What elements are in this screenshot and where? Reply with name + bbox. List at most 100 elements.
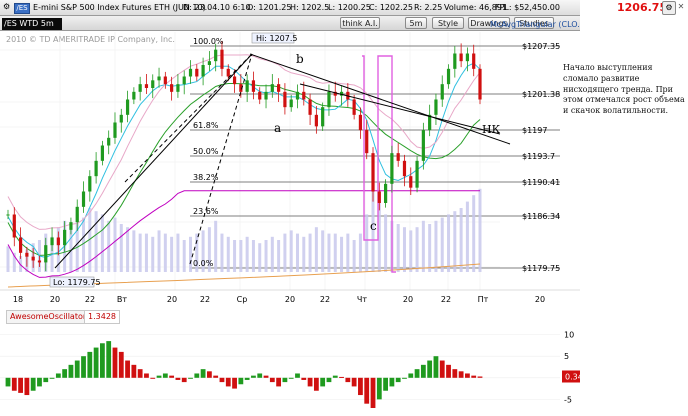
oscillator-bar [125,360,130,378]
volume-bar [270,236,274,272]
candle [308,99,312,115]
candle [415,160,419,188]
oscillator-bar [477,376,483,378]
oscillator-bar [37,377,42,387]
candle [402,160,407,177]
oscillator-bar [213,375,219,378]
candle [220,49,224,69]
awesome-oscillator-chart[interactable]: 1050-50.3428 [0,322,580,416]
symbol-selector[interactable]: /ES WTD 5m [2,18,62,30]
candle [188,68,193,77]
study-legend: McAvgTriangular (CLO... [490,20,585,29]
point-c-label: c [370,219,377,233]
oscillator-bar [131,364,137,378]
candle [302,91,306,100]
drawings-button[interactable]: Drawings [468,17,510,29]
neckline [299,83,501,135]
fib-price-label: $1190.41 [522,178,560,187]
studies-button[interactable]: Studies [514,17,554,29]
oscillator-bar [156,375,162,378]
quote-high: H: 1202.5 [290,3,330,12]
oscillator-bar [439,360,445,378]
candle [371,153,375,192]
support-line [54,53,253,269]
oscillator-bar [150,377,156,379]
volume-bar [327,233,331,272]
candle [258,91,262,100]
fib-percent-label: 23.6% [193,207,219,216]
oscillator-bar [251,375,256,378]
close-icon[interactable]: ✕ [677,2,685,11]
volume-bar [377,201,381,272]
period-button[interactable]: 5m [405,17,427,29]
volume-bar [195,233,199,272]
candle [270,84,274,92]
oscillator-bar [100,343,105,378]
oscillator-bar [458,371,464,378]
volume-bar [440,217,444,272]
price-grid [0,32,500,290]
oscillator-bar [62,369,68,378]
volume-bar [277,240,281,272]
volume-bar [371,188,375,272]
candle [358,114,363,131]
candle [75,206,79,223]
volatility-spike [362,55,396,273]
projection-line-2 [124,53,253,183]
candle [63,229,67,246]
low-label: Lo: 1179.75 [53,278,101,287]
price-chart[interactable]: Hi: 1207.5 Lo: 1179.75 a b c НК 100.0% $1… [0,32,580,308]
candle [119,114,123,123]
oscillator-bar [345,377,351,383]
oscillator-name[interactable]: AwesomeOscillator [6,310,91,324]
fib-percent-label: 50.0% [193,147,219,156]
candle [295,91,300,100]
x-axis-label: 20 [535,295,545,304]
oscillator-bar [118,351,124,378]
candle [472,53,476,69]
volume-bar [472,195,476,272]
symbol-tag[interactable]: /ES [14,3,30,14]
volume-bar [214,220,218,272]
oscillator-bar [11,377,17,391]
settings-icon[interactable]: ⚙ [662,1,676,15]
oscillator-bar [263,375,269,378]
volume-bar [239,240,243,272]
volume-bar [283,233,287,272]
moving-average-green [7,83,481,256]
oscillator-bar [106,341,112,378]
oscillator-bar [30,377,36,391]
candle [390,153,394,184]
candle [69,222,73,230]
volume-bar [340,236,344,272]
candle [56,237,60,246]
volume-bar [182,240,186,272]
volume-bar [88,208,92,272]
volume-bar [415,227,419,272]
style-button[interactable]: Style [432,17,464,29]
fib-percent-label: 61.8% [193,121,219,130]
think-ai-button[interactable]: think A.I. [340,17,380,29]
oscillator-bar [282,377,288,383]
fpl-readout: FPL: $52,450.00 [495,3,560,12]
fib-price-label: $1179.75 [522,264,560,273]
settings-icon[interactable]: ⚙ [3,2,11,11]
volume-bar [151,236,155,272]
moving-average-cyan [7,62,481,259]
x-axis-label: 20 [167,295,177,304]
fib-percent-label: 38.2% [193,173,219,182]
instrument-title: E-mini S&P 500 Index Futures ETH (JUN 10… [33,3,206,12]
point-a-label: a [274,121,281,135]
candle [37,260,42,263]
volume-bar [100,214,104,272]
oscillator-bar [295,373,300,378]
oscillator-bar [112,347,118,378]
volume-bar [176,233,180,272]
x-axis-label: 18 [13,295,23,304]
volume-bar [295,233,299,272]
oscillator-bar [414,369,420,378]
volume-bar [226,236,230,272]
oscillator-bar [238,377,244,385]
oscillator-bar [74,360,80,378]
candle [182,76,186,85]
